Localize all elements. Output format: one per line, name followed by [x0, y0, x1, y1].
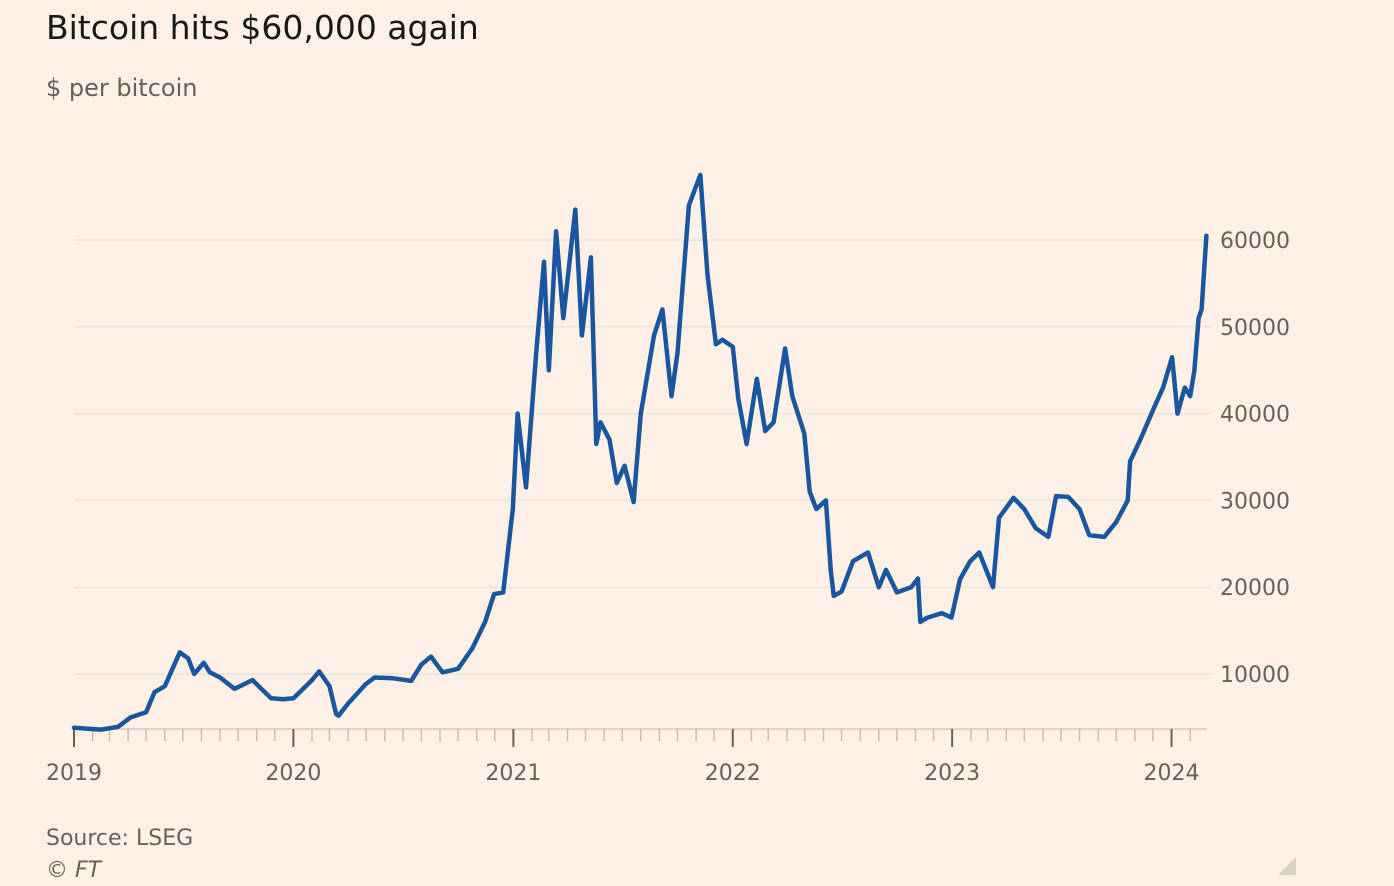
y-tick-label: 30000 [1220, 489, 1290, 514]
y-tick-label: 20000 [1220, 576, 1290, 601]
x-tick-label: 2021 [485, 761, 541, 786]
chart-subtitle: $ per bitcoin [46, 74, 198, 102]
credit-note: © FT [46, 858, 102, 883]
x-tick-label: 2022 [705, 761, 761, 786]
x-axis: 2019 2020 2021 2022 2023 2024 [46, 728, 1207, 786]
x-tick-label: 2024 [1144, 761, 1200, 786]
x-tick-label: 2020 [265, 761, 321, 786]
y-tick-label: 40000 [1220, 403, 1290, 428]
resize-handle-icon[interactable] [1278, 857, 1296, 875]
x-tick-label: 2023 [924, 761, 980, 786]
y-tick-label: 50000 [1220, 316, 1290, 341]
gridlines [74, 239, 1212, 675]
y-tick-label: 60000 [1220, 229, 1290, 254]
chart-title: Bitcoin hits $60,000 again [46, 8, 479, 47]
series-line-0 [71, 172, 1209, 732]
source-note: Source: LSEG [46, 826, 194, 851]
x-tick-label: 2019 [46, 761, 102, 786]
series-layer [71, 172, 1209, 732]
y-axis: 10000 20000 30000 40000 50000 60000 [1220, 229, 1290, 688]
y-tick-label: 10000 [1220, 663, 1290, 688]
